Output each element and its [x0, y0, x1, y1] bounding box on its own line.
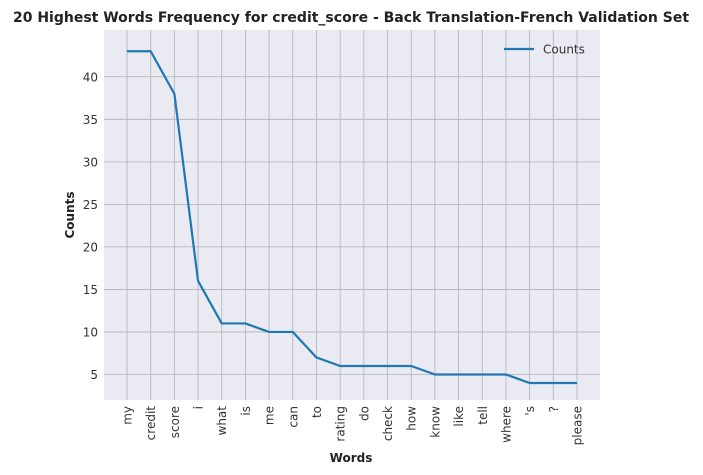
x-tick-label: know: [428, 406, 442, 438]
y-tick-label: 15: [83, 283, 98, 297]
y-tick-label: 30: [83, 155, 98, 169]
x-tick-label: score: [168, 406, 182, 438]
x-tick-label: my: [121, 406, 135, 425]
x-tick-label: 's: [523, 406, 537, 416]
chart-title: 20 Highest Words Frequency for credit_sc…: [13, 10, 689, 26]
x-tick-label: do: [357, 406, 371, 421]
y-tick-label: 5: [90, 368, 98, 382]
x-axis-ticks: my credit score i what is me can to rating do check…: [121, 406, 585, 446]
x-tick-label: me: [263, 406, 277, 425]
x-tick-label: like: [452, 406, 466, 427]
x-tick-label: ?: [547, 406, 561, 412]
y-tick-label: 10: [83, 325, 98, 339]
legend-label: Counts: [543, 43, 585, 57]
y-tick-label: 40: [83, 70, 98, 84]
y-tick-label: 20: [83, 240, 98, 254]
x-tick-label: please: [571, 406, 585, 445]
x-tick-label: where: [499, 406, 513, 443]
x-tick-label: what: [215, 406, 229, 436]
x-tick-label: rating: [334, 406, 348, 442]
y-tick-label: 35: [83, 113, 98, 127]
x-tick-label: check: [381, 406, 395, 441]
plot-area: [104, 30, 600, 400]
y-axis-ticks: 5 10 15 20 25 30 35 40: [83, 70, 98, 382]
y-axis-label: Counts: [63, 191, 77, 238]
x-tick-label: can: [286, 406, 300, 428]
x-tick-label: is: [239, 406, 253, 416]
x-tick-label: i: [192, 406, 206, 409]
x-tick-label: to: [310, 406, 324, 418]
x-tick-label: tell: [476, 406, 490, 425]
x-tick-label: credit: [144, 406, 158, 441]
x-tick-label: how: [405, 406, 419, 431]
y-tick-label: 25: [83, 198, 98, 212]
x-axis-label: Words: [330, 451, 373, 465]
